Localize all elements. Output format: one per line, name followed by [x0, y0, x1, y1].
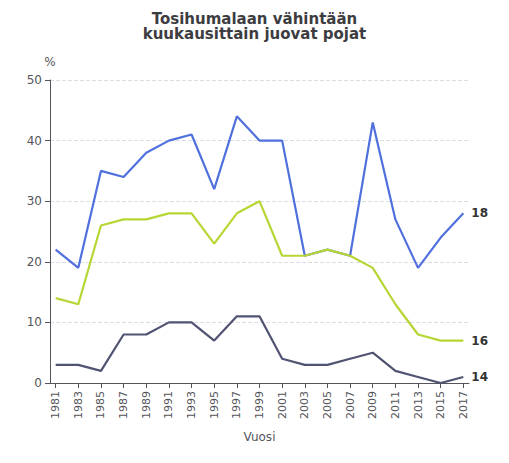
svg-text:20: 20	[27, 255, 42, 269]
svg-text:1989: 1989	[140, 391, 153, 419]
svg-text:2011: 2011	[389, 391, 402, 419]
svg-text:0: 0	[34, 376, 42, 390]
svg-text:18: 18	[471, 206, 488, 220]
svg-text:1995: 1995	[208, 391, 221, 419]
svg-text:1987: 1987	[117, 391, 130, 419]
svg-text:2001: 2001	[276, 391, 289, 419]
svg-text:50: 50	[27, 73, 42, 87]
svg-text:kuukausittain juovat pojat: kuukausittain juovat pojat	[143, 25, 367, 43]
svg-text:2013: 2013	[412, 391, 425, 419]
svg-text:2003: 2003	[298, 391, 311, 419]
svg-text:2007: 2007	[344, 391, 357, 419]
svg-text:1997: 1997	[230, 391, 243, 419]
svg-text:1985: 1985	[94, 391, 107, 419]
svg-text:2015: 2015	[434, 391, 447, 419]
svg-text:Tosihumalaan vähintään: Tosihumalaan vähintään	[151, 9, 358, 28]
svg-text:2009: 2009	[366, 391, 379, 419]
svg-text:16: 16	[471, 334, 488, 348]
svg-text:40: 40	[27, 134, 42, 148]
svg-text:30: 30	[27, 194, 42, 208]
svg-text:1999: 1999	[253, 391, 266, 419]
svg-text:2005: 2005	[321, 391, 334, 419]
svg-text:Vuosi: Vuosi	[244, 430, 276, 444]
svg-text:10: 10	[27, 315, 42, 329]
svg-text:1983: 1983	[72, 391, 85, 419]
svg-text:1991: 1991	[162, 391, 175, 419]
svg-text:14: 14	[471, 370, 488, 384]
svg-text:1981: 1981	[49, 391, 62, 419]
svg-text:%: %	[44, 55, 55, 69]
svg-text:2017: 2017	[457, 391, 470, 419]
svg-text:1993: 1993	[185, 391, 198, 419]
